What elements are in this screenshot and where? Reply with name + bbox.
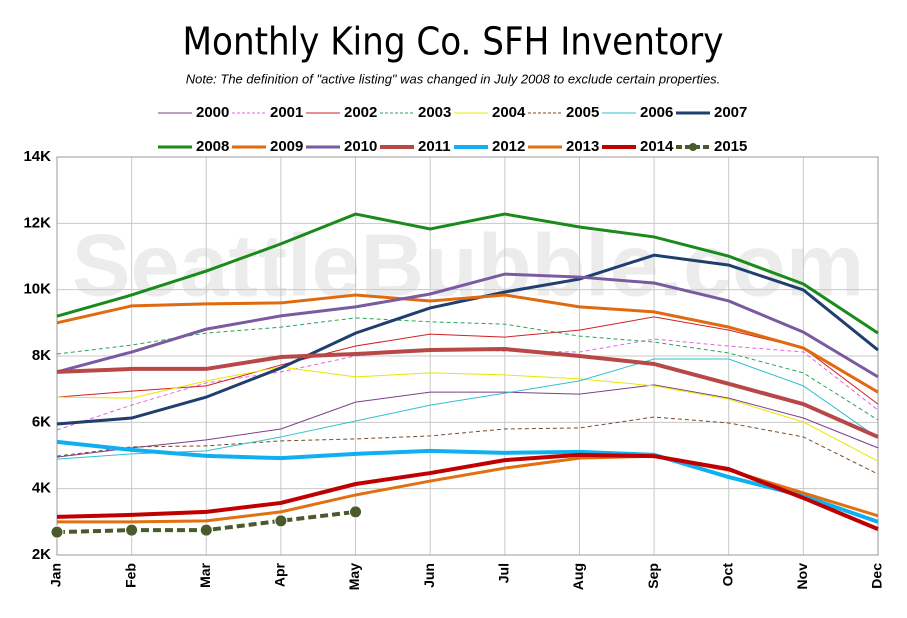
series-line	[56, 317, 879, 421]
series-line	[56, 416, 879, 475]
legend-label: 2013	[566, 138, 599, 155]
x-tick-label: Oct	[719, 563, 735, 587]
legend-label: 2011	[418, 138, 451, 155]
x-tick-label: Feb	[122, 563, 138, 588]
x-tick-label: Apr	[272, 562, 288, 587]
series-line	[56, 272, 879, 379]
y-tick-label: 12K	[23, 214, 51, 231]
data-point	[349, 505, 363, 519]
legend-label: 2015	[714, 138, 747, 155]
legend-label: 2014	[640, 138, 674, 155]
y-tick-label: 8K	[32, 347, 51, 364]
y-tick-label: 14K	[23, 148, 51, 165]
series-line	[56, 347, 879, 439]
legend-label: 2006	[640, 104, 673, 121]
x-tick-label: Jun	[421, 563, 437, 588]
series-line	[56, 384, 879, 458]
legend-label: 2007	[714, 104, 747, 121]
series-line	[56, 439, 879, 524]
legend-label: 2000	[196, 104, 229, 121]
legend-label: 2005	[566, 104, 599, 121]
legend-label: 2008	[196, 138, 229, 155]
chart-subtitle: Note: The definition of "active listing"…	[186, 71, 721, 86]
x-tick-label: May	[346, 563, 362, 590]
x-tick-label: Dec	[869, 563, 885, 589]
legend-label: 2004	[492, 104, 526, 121]
data-point	[50, 525, 64, 539]
series-line	[56, 253, 879, 426]
series-line	[56, 212, 879, 335]
data-point	[199, 523, 213, 537]
series-line	[56, 293, 879, 394]
legend-label: 2003	[418, 104, 451, 121]
chart-title: Monthly King Co. SFH Inventory	[183, 20, 724, 64]
data-point	[125, 523, 139, 537]
y-tick-label: 4K	[32, 480, 51, 497]
x-tick-label: Nov	[794, 563, 810, 590]
x-tick-label: Jul	[496, 563, 512, 583]
series-line	[56, 316, 879, 405]
x-tick-label: Jan	[48, 563, 64, 587]
series-line	[56, 338, 879, 431]
data-point	[274, 514, 288, 528]
y-tick-label: 6K	[32, 413, 51, 430]
series-line	[56, 366, 879, 462]
series-line	[56, 452, 879, 531]
legend-label: 2012	[492, 138, 525, 155]
x-tick-label: Mar	[197, 562, 213, 587]
legend-marker	[689, 143, 697, 151]
legend-label: 2009	[270, 138, 303, 155]
legend-label: 2010	[344, 138, 377, 155]
legend-label: 2002	[344, 104, 377, 121]
series-line	[56, 358, 879, 460]
y-tick-label: 2K	[32, 546, 51, 563]
plot-frame	[56, 156, 879, 556]
legend-label: 2001	[270, 104, 303, 121]
x-tick-label: Aug	[570, 563, 586, 590]
x-tick-label: Sep	[645, 563, 661, 589]
y-tick-label: 10K	[23, 281, 51, 298]
